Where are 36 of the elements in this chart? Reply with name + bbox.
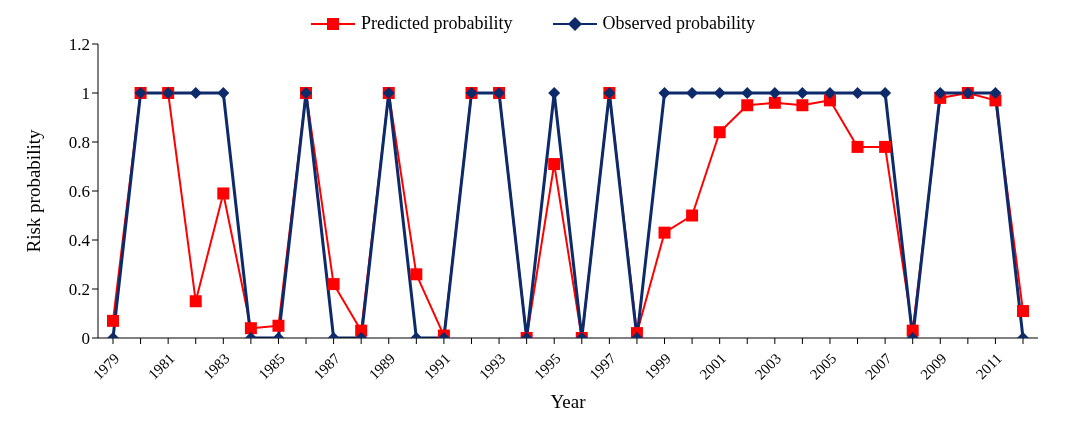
y-tick-label: 0.6 (68, 182, 90, 202)
x-tick-label: 1989 (365, 350, 399, 383)
point (272, 319, 285, 332)
y-axis-title: Risk probability (22, 129, 44, 253)
point (768, 96, 781, 109)
point (796, 87, 809, 99)
legend-label: Predicted probability (360, 13, 513, 34)
x-axis-title: Year (550, 391, 587, 412)
y-tick-label: 0 (81, 329, 90, 349)
point (686, 209, 699, 222)
y-tick-label: 0.4 (68, 231, 91, 251)
y-tick-label: 0.2 (68, 280, 90, 300)
point (879, 87, 892, 99)
point (548, 158, 561, 171)
point (548, 87, 561, 99)
y-tick-label: 1 (81, 84, 90, 104)
point (851, 87, 864, 99)
point (713, 87, 726, 99)
point (851, 140, 864, 153)
point (741, 99, 754, 112)
y-tick-label: 0.8 (68, 133, 90, 153)
point (410, 268, 423, 281)
point (217, 87, 230, 99)
point (989, 87, 1002, 99)
point (934, 87, 947, 99)
point (107, 314, 119, 327)
point (658, 226, 671, 239)
x-tick-label: 1991 (420, 350, 454, 383)
point (796, 99, 809, 112)
point (879, 140, 892, 153)
point (217, 187, 230, 200)
point (658, 87, 671, 99)
legend-label: Observed probability (601, 13, 755, 34)
x-tick-label: 2001 (696, 350, 730, 383)
point (713, 126, 726, 139)
y-tick-label: 1.2 (68, 35, 90, 55)
